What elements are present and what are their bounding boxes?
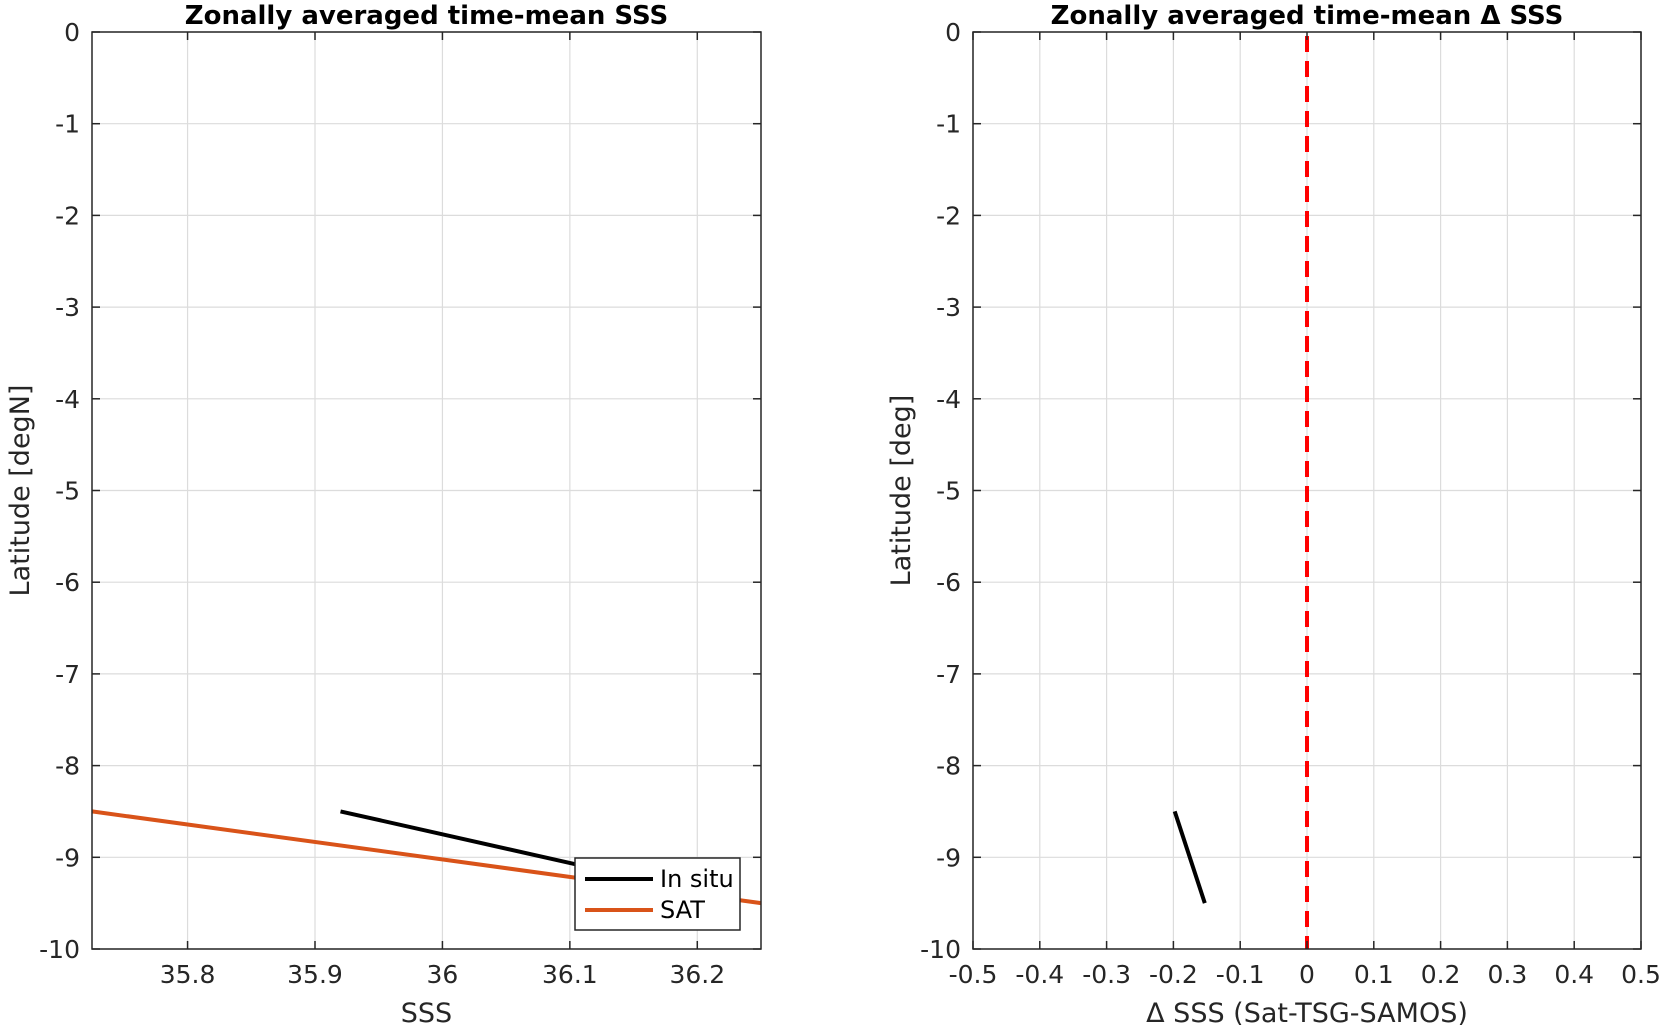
y-tick-label: -10	[920, 935, 961, 964]
x-tick-label: 36.2	[669, 960, 725, 989]
legend-box	[574, 857, 741, 931]
x-tick-label: 36.1	[542, 960, 598, 989]
y-tick-label: -4	[55, 385, 80, 414]
x-tick-label: 36	[427, 960, 459, 989]
y-tick-label: -9	[55, 843, 80, 872]
x-axis-label: SSS	[401, 998, 452, 1025]
y-tick-label: -1	[936, 110, 961, 139]
y-tick-label: -2	[936, 201, 961, 230]
x-axis-label: Δ SSS (Sat-TSG-SAMOS)	[1146, 998, 1468, 1025]
x-tick-label: -0.1	[1216, 960, 1265, 989]
y-tick-label: -5	[936, 477, 961, 506]
x-tick-label: 0.3	[1488, 960, 1528, 989]
y-tick-label: -9	[936, 843, 961, 872]
y-tick-label: -1	[55, 110, 80, 139]
chart-panel-2: -0.5 -0.4 -0.3 -0.2 -0.1 0 0.1 0.2 0.3 0.4 0.5 0 -1 -…	[886, 1, 1661, 1025]
x-tick-label: 0.2	[1421, 960, 1461, 989]
y-tick-label: 0	[64, 18, 80, 47]
y-tick-label: -6	[936, 568, 961, 597]
y-tick-label: 0	[945, 18, 961, 47]
x-tick-label: -0.4	[1015, 960, 1064, 989]
series-line-1	[1172, 810, 1207, 904]
x-tick-label: -0.3	[1082, 960, 1131, 989]
x-tick-label: 0.1	[1354, 960, 1394, 989]
y-tick-label: -10	[39, 935, 80, 964]
chart-title: Zonally averaged time-mean SSS	[185, 1, 669, 31]
y-tick-label: -7	[936, 660, 961, 689]
x-tick-label: 0.4	[1554, 960, 1594, 989]
y-tick-label: -8	[936, 752, 961, 781]
y-tick-label: -6	[55, 568, 80, 597]
y-axis-label: Latitude [degN]	[5, 385, 36, 597]
x-tick-label: 35.9	[287, 960, 343, 989]
y-tick-label: -2	[55, 201, 80, 230]
x-tick-label: 0	[1299, 960, 1315, 989]
legend-label: In situ	[660, 865, 734, 893]
y-tick-label: -3	[55, 293, 80, 322]
x-tick-label: -0.5	[949, 960, 998, 989]
chart-title: Zonally averaged time-mean Δ SSS	[1051, 1, 1564, 31]
y-tick-label: -8	[55, 752, 80, 781]
x-tick-label: -0.2	[1149, 960, 1198, 989]
y-tick-label: -7	[55, 660, 80, 689]
y-axis-label: Latitude [deg]	[886, 395, 917, 587]
x-tick-label: 0.5	[1621, 960, 1661, 989]
legend: In situ SAT	[574, 857, 741, 931]
chart-panel-1: 35.8 35.9 36 36.1 36.2 0 -1 -2 -3 -4 -5 -6 -7 -8 -9 -10…	[5, 1, 762, 1025]
y-tick-label: -4	[936, 385, 961, 414]
legend-label: SAT	[660, 896, 705, 924]
y-tick-label: -3	[936, 293, 961, 322]
y-tick-label: -5	[55, 477, 80, 506]
x-tick-label: 35.8	[160, 960, 216, 989]
